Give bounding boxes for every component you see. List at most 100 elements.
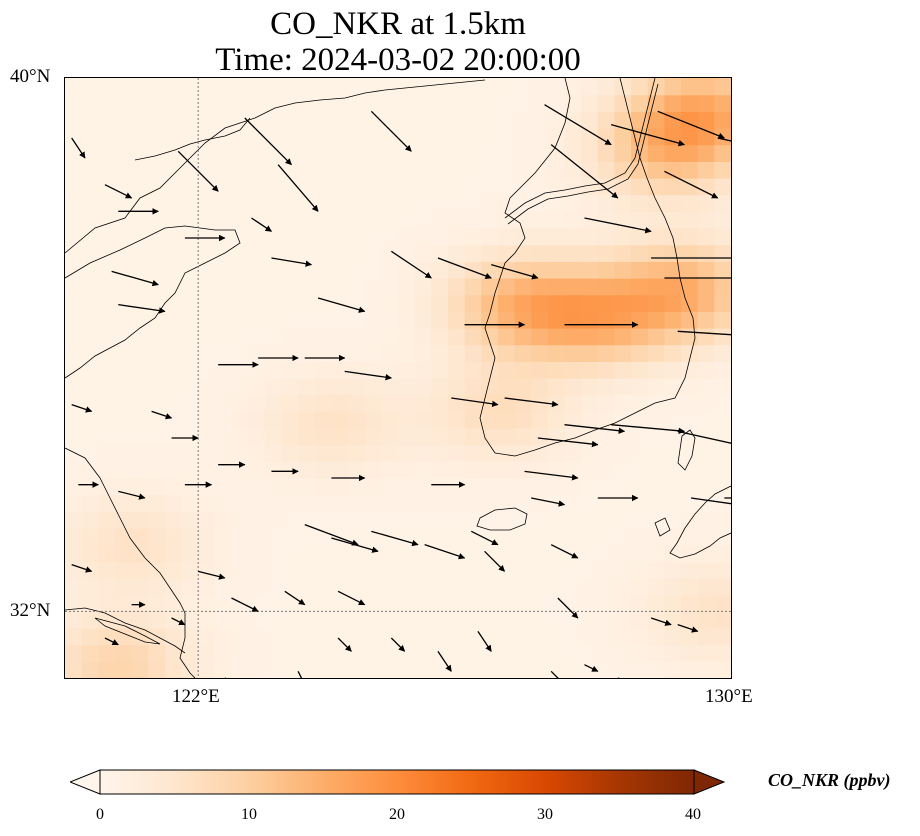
field-cell	[364, 411, 382, 429]
field-cell	[131, 144, 149, 162]
field-cell	[198, 528, 216, 546]
field-cell	[248, 644, 266, 662]
field-cell	[631, 478, 649, 496]
field-cell	[681, 578, 699, 596]
field-cell	[398, 628, 416, 646]
field-cell	[98, 378, 116, 396]
field-cell	[647, 294, 665, 312]
field-cell	[414, 178, 432, 196]
field-cell	[231, 661, 249, 678]
field-cell	[231, 494, 249, 512]
field-cell	[248, 594, 266, 612]
field-cell	[81, 261, 99, 279]
field-cell	[414, 211, 432, 229]
field-cell	[564, 394, 582, 412]
field-cell	[614, 161, 632, 179]
field-cell	[447, 344, 466, 362]
wind-arrow	[284, 590, 306, 606]
field-cell	[464, 611, 482, 629]
field-cell	[381, 261, 399, 279]
field-cell	[65, 494, 83, 512]
field-cell	[214, 544, 233, 562]
field-cell	[364, 461, 382, 479]
lat-tick-40n: 40°N	[10, 66, 51, 87]
map-canvas	[65, 78, 731, 678]
field-cell	[164, 494, 183, 512]
field-cell	[497, 328, 516, 346]
field-cell	[531, 261, 549, 279]
field-cell	[547, 78, 566, 96]
field-cell	[314, 311, 332, 329]
field-cell	[564, 261, 582, 279]
field-cell	[398, 461, 416, 479]
wind-arrow	[564, 424, 626, 434]
field-cell	[181, 561, 199, 579]
field-cell	[98, 478, 116, 496]
field-cell	[497, 144, 516, 162]
field-cell	[381, 344, 399, 362]
field-cell	[381, 161, 399, 179]
field-cell	[497, 444, 516, 462]
field-cell	[248, 228, 266, 246]
field-cell	[564, 178, 582, 196]
field-cell	[714, 511, 731, 529]
field-cell	[298, 344, 316, 362]
field-cell	[531, 361, 549, 379]
field-cell	[398, 178, 416, 196]
field-cell	[697, 661, 715, 678]
field-cell	[348, 128, 366, 146]
field-cell	[614, 228, 632, 246]
field-cell	[81, 94, 99, 112]
field-cell	[497, 78, 516, 96]
wind-arrow	[610, 124, 686, 147]
field-cell	[581, 528, 599, 546]
field-cell	[464, 361, 482, 379]
field-cell	[614, 328, 632, 346]
field-cell	[348, 478, 366, 496]
field-cell	[264, 294, 283, 312]
field-cell	[364, 661, 382, 678]
field-cell	[198, 661, 216, 678]
field-cell	[597, 461, 616, 479]
wind-arrow	[677, 624, 699, 633]
field-cell	[447, 244, 466, 262]
field-cell	[464, 478, 482, 496]
field-cell	[614, 444, 632, 462]
field-cell	[131, 511, 149, 529]
field-cell	[697, 194, 715, 212]
field-cell	[181, 661, 199, 678]
field-cell	[231, 378, 249, 396]
field-cell	[181, 461, 199, 479]
field-cell	[431, 178, 449, 196]
field-cell	[164, 578, 183, 596]
field-cell	[398, 528, 416, 546]
field-cell	[98, 544, 116, 562]
field-cell	[98, 444, 116, 462]
field-cell	[414, 511, 432, 529]
field-cell	[514, 211, 532, 229]
field-cell	[231, 611, 249, 629]
field-cell	[647, 194, 665, 212]
field-cell	[681, 211, 699, 229]
field-cell	[281, 611, 299, 629]
field-cell	[164, 328, 183, 346]
field-cell	[564, 561, 582, 579]
field-cell	[65, 644, 83, 662]
field-cell	[114, 178, 133, 196]
field-cell	[264, 511, 283, 529]
field-cell	[331, 644, 349, 662]
wind-arrow	[71, 404, 93, 413]
field-cell	[131, 578, 149, 596]
field-cell	[664, 511, 682, 529]
field-cell	[231, 94, 249, 112]
field-cell	[431, 78, 449, 96]
field-cell	[298, 94, 316, 112]
field-cell	[364, 294, 382, 312]
field-cell	[664, 428, 682, 446]
field-cell	[664, 461, 682, 479]
field-cell	[148, 78, 166, 96]
field-cell	[264, 461, 283, 479]
field-cell	[564, 378, 582, 396]
field-cell	[231, 511, 249, 529]
wind-arrow	[544, 104, 612, 146]
